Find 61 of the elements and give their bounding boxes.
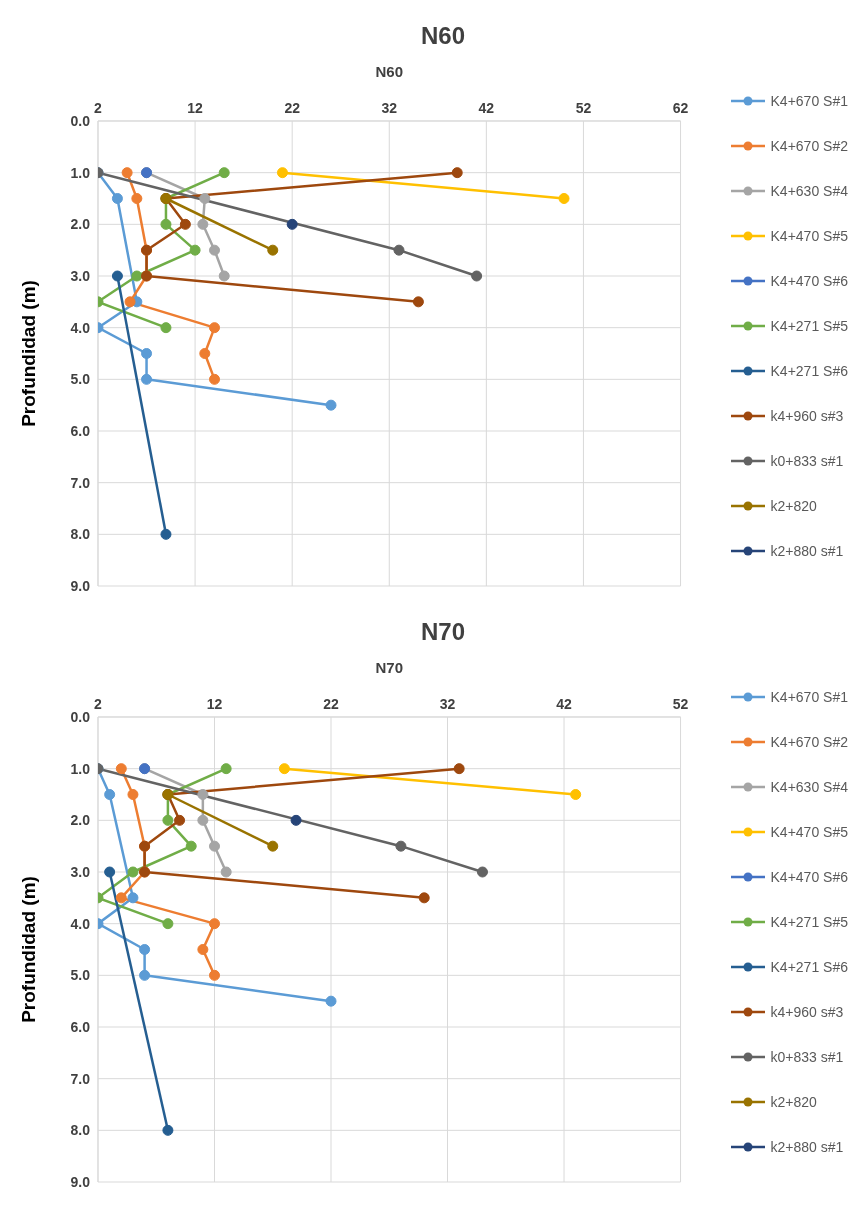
legend-label: k2+880 s#1	[770, 1138, 844, 1157]
legend-label: k2+820	[770, 497, 817, 516]
x-tick-label: 32	[381, 100, 398, 116]
y-tick-label: 6.0	[70, 422, 91, 439]
y-tick-label: 0.0	[70, 708, 91, 725]
y-tick-label: 8.0	[70, 1122, 91, 1139]
x-tick-label: 22	[284, 100, 301, 116]
y-tick-label: 1.0	[70, 760, 91, 777]
y-tick-label: 9.0	[70, 1173, 91, 1190]
legend-label: K4+670 S#1	[770, 688, 848, 707]
legend-label: K4+470 S#6	[770, 868, 848, 887]
y-axis-title: Profundidad (m)	[17, 280, 39, 427]
y-tick-label: 3.0	[70, 863, 91, 880]
legend-label: K4+271 S#5	[770, 317, 848, 336]
chart-title: N70	[420, 618, 466, 646]
y-tick-label: 0.0	[70, 112, 91, 129]
x-tick-label: 2	[94, 696, 103, 712]
y-tick-label: 9.0	[70, 577, 91, 594]
x-tick-label: 2	[94, 100, 103, 116]
x-tick-label: 32	[439, 696, 456, 712]
x-axis-title: N60	[375, 62, 404, 80]
legend-label: k4+960 s#3	[770, 1003, 844, 1022]
y-tick-label: 8.0	[70, 526, 91, 543]
x-tick-label: 12	[206, 696, 223, 712]
y-tick-label: 7.0	[70, 474, 91, 491]
legend-label: k2+880 s#1	[770, 542, 844, 561]
y-tick-label: 2.0	[70, 812, 91, 829]
legend-label: K4+670 S#1	[770, 92, 848, 111]
x-tick-label: 12	[187, 100, 204, 116]
x-tick-label: 62	[672, 100, 689, 116]
y-axis-title: Profundidad (m)	[17, 876, 39, 1023]
x-tick-label: 52	[672, 696, 689, 712]
y-tick-label: 3.0	[70, 267, 91, 284]
x-tick-label: 42	[556, 696, 573, 712]
x-tick-label: 22	[323, 696, 340, 712]
y-tick-label: 4.0	[70, 319, 91, 336]
legend-label: K4+271 S#6	[770, 958, 848, 977]
y-tick-label: 5.0	[70, 967, 91, 984]
chart-title: N60	[420, 22, 466, 50]
x-tick-label: 52	[575, 100, 592, 116]
y-tick-label: 4.0	[70, 915, 91, 932]
legend-label: K4+470 S#6	[770, 272, 848, 291]
legend-label: K4+670 S#2	[770, 733, 848, 752]
x-tick-label: 42	[478, 100, 495, 116]
y-tick-label: 7.0	[70, 1070, 91, 1087]
legend-label: K4+630 S#4	[770, 182, 848, 201]
legend-label: K4+470 S#5	[770, 227, 848, 246]
legend-label: K4+630 S#4	[770, 778, 848, 797]
legend-label: K4+670 S#2	[770, 137, 848, 156]
legend-label: K4+470 S#5	[770, 823, 848, 842]
legend-label: K4+271 S#5	[770, 913, 848, 932]
y-tick-label: 2.0	[70, 216, 91, 233]
y-tick-label: 6.0	[70, 1018, 91, 1035]
legend-label: k0+833 s#1	[770, 452, 844, 471]
x-axis-title: N70	[375, 658, 404, 676]
y-tick-label: 5.0	[70, 371, 91, 388]
legend-label: K4+271 S#6	[770, 362, 848, 381]
y-tick-label: 1.0	[70, 164, 91, 181]
legend-label: k4+960 s#3	[770, 407, 844, 426]
legend-label: k0+833 s#1	[770, 1048, 844, 1067]
legend-label: k2+820	[770, 1093, 817, 1112]
